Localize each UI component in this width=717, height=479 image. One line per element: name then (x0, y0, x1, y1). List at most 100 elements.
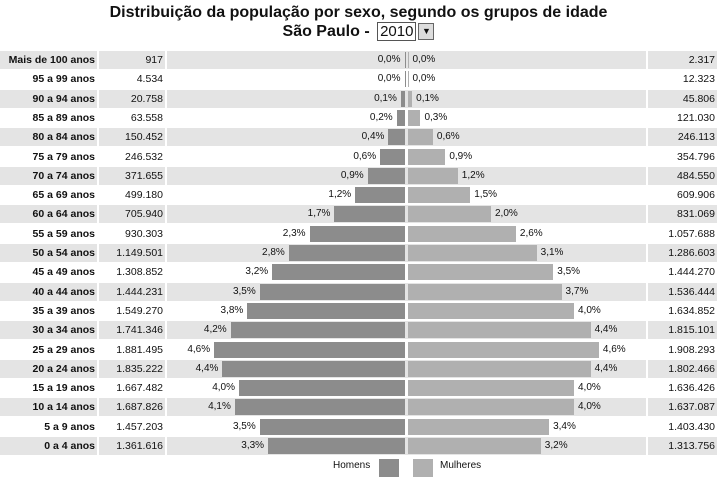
men-count: 1.667.482 (116, 382, 163, 395)
year-select[interactable]: 2010 (377, 22, 417, 42)
women-bar (408, 283, 562, 300)
table-row: 25 a 29 anos 1.881.495 4,6% 4,6% 1.908.2… (0, 341, 717, 360)
women-bar (408, 360, 591, 377)
men-percent: 0,4% (361, 131, 385, 143)
men-bar (272, 264, 405, 281)
men-count: 1.149.501 (99, 244, 165, 262)
women-count: 1.286.603 (648, 244, 717, 262)
men-count: 1.457.203 (116, 420, 163, 433)
bar-cell: 0,2% 0,3% (167, 109, 646, 127)
men-percent: 2,8% (262, 247, 285, 258)
table-row: 5 a 9 anos 1.457.203 3,5% 3,4% 1.403.430 (0, 418, 717, 437)
men-percent: 2,3% (282, 227, 306, 239)
bar-cell: 1,7% 2,0% (167, 205, 646, 224)
bar-cell: 4,2% 4,4% (167, 321, 646, 340)
bar-cell: 0,0% 0,0% (167, 70, 646, 88)
age-group-label: 50 a 54 anos (0, 244, 97, 262)
women-percent: 0,0% (412, 54, 436, 65)
age-group-label: 5 a 9 anos (44, 420, 95, 433)
men-bar (380, 148, 405, 165)
men-bar (259, 283, 405, 300)
table-row: 70 a 74 anos 371.655 0,9% 1,2% 484.550 (0, 166, 717, 186)
men-percent: 3,3% (241, 440, 265, 451)
men-count: 63.558 (130, 111, 163, 124)
table-row: 65 a 69 anos 499.180 1,2% 1,5% 609.906 (0, 186, 717, 205)
men-percent: 0,1% (374, 92, 397, 104)
women-percent: 4,6% (602, 343, 626, 355)
women-count: 831.069 (648, 205, 717, 224)
men-bar (309, 225, 405, 242)
table-row: 0 a 4 anos 1.361.616 3,3% 3,2% 1.313.756 (0, 437, 717, 456)
women-percent: 4,0% (578, 382, 601, 394)
legend-men-swatch (379, 459, 399, 477)
age-group-label: 95 a 99 anos (32, 73, 95, 86)
bar-cell: 1,2% 1,5% (167, 186, 646, 204)
women-bar (408, 129, 433, 146)
bar-cell: 0,6% 0,9% (167, 148, 646, 166)
women-percent: 4,4% (594, 324, 618, 336)
women-percent: 1,5% (474, 189, 498, 201)
women-percent: 4,0% (578, 304, 601, 316)
women-percent: 1,2% (461, 169, 485, 181)
men-percent: 0,9% (340, 169, 364, 181)
women-bar (408, 225, 516, 242)
men-count: 499.180 (125, 189, 163, 202)
legend-men-label: Homens (333, 460, 371, 471)
women-percent: 3,7% (565, 285, 589, 297)
men-count: 4.534 (136, 73, 163, 86)
women-count: 12.323 (682, 73, 715, 86)
men-count: 1.361.616 (99, 437, 165, 455)
bar-cell: 2,3% 2,6% (167, 225, 646, 243)
women-percent: 3,1% (540, 247, 564, 258)
bar-cell: 0,9% 1,2% (167, 166, 646, 185)
men-bar (247, 302, 405, 319)
men-percent: 3,2% (245, 266, 269, 278)
bar-cell: 0,4% 0,6% (167, 128, 646, 147)
age-group-label: 65 a 69 anos (32, 189, 95, 202)
men-percent: 4,0% (212, 382, 235, 394)
age-group-label: Mais de 100 anos (0, 51, 97, 69)
women-bar (408, 245, 537, 261)
table-row: Mais de 100 anos 917 0,0% 0,0% 2.317 (0, 51, 717, 70)
men-percent: 0,6% (353, 150, 377, 162)
women-count: 2.317 (648, 51, 717, 69)
table-row: 10 a 14 anos 1.687.826 4,1% 4,0% 1.637.0… (0, 398, 717, 417)
bar-cell: 0,0% 0,0% (167, 51, 646, 69)
women-count: 1.908.293 (668, 343, 715, 356)
women-bar (408, 341, 599, 358)
men-bar (404, 52, 405, 68)
women-count: 1.057.688 (668, 227, 715, 240)
age-group-label: 20 a 24 anos (0, 359, 97, 378)
age-group-label: 80 a 84 anos (0, 128, 97, 147)
men-bar (388, 129, 405, 146)
women-bar (408, 90, 413, 107)
chevron-down-icon[interactable]: ▼ (418, 23, 435, 41)
table-row: 85 a 89 anos 63.558 0,2% 0,3% 121.030 (0, 109, 717, 128)
bar-cell: 3,5% 3,7% (167, 282, 646, 301)
women-bar (408, 438, 541, 454)
men-count: 1.835.222 (99, 359, 165, 378)
men-count: 371.655 (99, 166, 165, 185)
men-count: 1.687.826 (99, 398, 165, 417)
women-bar (408, 52, 409, 68)
men-bar (222, 360, 405, 377)
table-row: 40 a 44 anos 1.444.231 3,5% 3,7% 1.536.4… (0, 282, 717, 302)
table-row: 15 a 19 anos 1.667.482 4,0% 4,0% 1.636.4… (0, 379, 717, 398)
men-percent: 3,8% (220, 304, 244, 316)
men-percent: 4,4% (195, 362, 219, 374)
age-group-label: 40 a 44 anos (0, 282, 97, 301)
legend-women-label: Mulheres (440, 460, 482, 471)
bar-cell: 3,3% 3,2% (167, 437, 646, 455)
age-group-label: 70 a 74 anos (0, 166, 97, 185)
men-bar (355, 187, 405, 204)
men-count: 1.549.270 (116, 304, 163, 317)
women-bar (408, 302, 574, 319)
year-value: 2010 (380, 23, 414, 41)
women-percent: 0,6% (436, 131, 460, 143)
women-count: 1.313.756 (648, 437, 717, 455)
men-bar (288, 245, 405, 261)
men-count: 1.881.495 (116, 343, 163, 356)
table-row: 30 a 34 anos 1.741.346 4,2% 4,4% 1.815.1… (0, 321, 717, 340)
age-group-label: 55 a 59 anos (32, 227, 95, 240)
women-percent: 3,5% (557, 266, 581, 278)
